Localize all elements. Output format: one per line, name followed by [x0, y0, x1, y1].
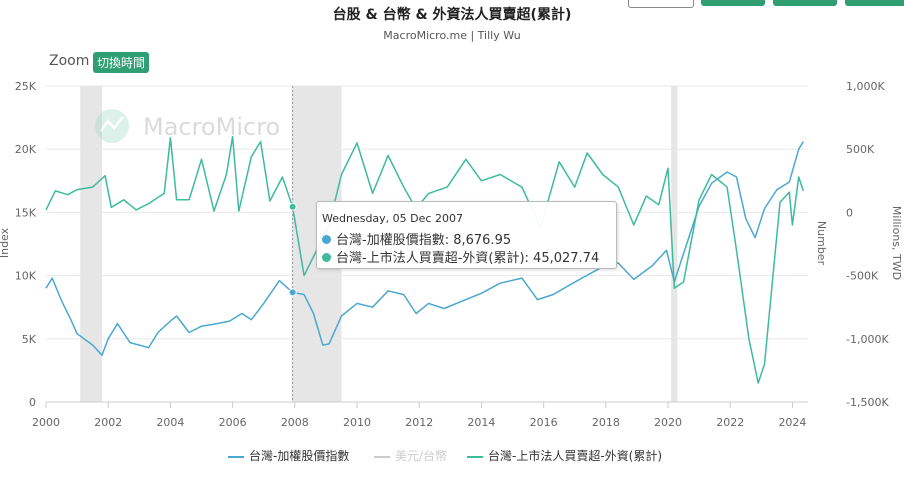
x-tick-label: 2008 — [281, 416, 309, 429]
legend-item-usdtwd[interactable]: 美元/台幣 — [374, 447, 447, 464]
x-tick-label: 2010 — [343, 416, 371, 429]
tooltip-dot-index — [322, 235, 331, 244]
right-axis-ticks: -1,500K -1,000K -500K 0 500K 1,000K — [846, 80, 889, 409]
left-tick-label: 20K — [15, 143, 37, 156]
left-tick-label: 10K — [15, 270, 37, 283]
right-tick-label: 0 — [846, 206, 853, 219]
chart-title: 台股 & 台幣 & 外資法人買賣超(累計) — [332, 7, 572, 23]
tooltip-point-index — [288, 288, 297, 297]
x-tick-label: 2014 — [467, 416, 495, 429]
left-tick-label: 15K — [15, 206, 37, 219]
switch-time-button[interactable]: 切換時間 — [93, 52, 150, 73]
legend-label-index: 台灣-加權股價指數 — [249, 449, 350, 463]
x-tick-label: 2012 — [405, 416, 433, 429]
x-tick-label: 2000 — [32, 416, 60, 429]
tooltip-row-index: 台灣-加權股價指數: 8,676.95 — [322, 229, 511, 248]
right-tick-label: -1,000K — [846, 333, 889, 346]
legend-label-usdtwd: 美元/台幣 — [395, 449, 448, 463]
left-axis-ticks: 0 5K 10K 15K 20K 25K — [15, 80, 37, 409]
x-tick-label: 2002 — [94, 416, 122, 429]
right-axis-label-millions: Millions, TWD — [890, 206, 903, 280]
x-tick-label: 2022 — [716, 416, 744, 429]
chart-subtitle: MacroMicro.me | Tilly Wu — [383, 29, 521, 42]
tooltip-row-foreign: 台灣-上市法人買賣超-外資(累計): 45,027.74 — [322, 247, 599, 266]
right-tick-label: 500K — [846, 143, 875, 156]
tooltip-series-foreign: 台灣-上市法人買賣超-外資(累計) — [336, 251, 525, 266]
series-lines — [45, 135, 805, 384]
right-tick-label: 1,000K — [846, 80, 885, 93]
x-tick-label: 2016 — [530, 416, 558, 429]
tooltip-value-foreign: 45,027.74 — [533, 251, 600, 266]
tooltip-dot-foreign — [322, 253, 331, 262]
watermark-logo-icon — [95, 109, 129, 143]
x-tick-label: 2024 — [778, 416, 806, 429]
x-axis-ticks: 2000 2002 2004 2006 2008 2010 2012 2014 2016 2018… — [32, 401, 808, 429]
left-tick-label: 5K — [22, 333, 37, 346]
top-action-button-4[interactable] — [845, 0, 904, 6]
right-tick-label: -1,500K — [846, 396, 889, 409]
tooltip-date: Wednesday, 05 Dec 2007 — [322, 212, 463, 225]
legend-swatch-index — [228, 455, 244, 458]
tooltip: Wednesday, 05 Dec 2007 台灣-加權股價指數: 8,676.… — [316, 201, 617, 269]
legend: 台灣-加權股價指數 美元/台幣 台灣-上市法人買賣超-外資(累計) — [0, 447, 904, 463]
left-axis-label: Index — [0, 227, 11, 258]
watermark: MacroMicro — [95, 109, 280, 143]
series-line-2 — [45, 135, 805, 384]
right-axis-label-number: Number — [815, 221, 828, 266]
watermark-logo-mark — [99, 116, 124, 132]
right-tick-label: -500K — [846, 270, 879, 283]
tooltip-point-foreign — [288, 202, 297, 211]
left-tick-label: 25K — [15, 80, 37, 93]
legend-swatch-foreign — [467, 455, 483, 458]
tooltip-series-index: 台灣-加權股價指數 — [336, 233, 445, 248]
tooltip-value-index: 8,676.95 — [453, 233, 512, 248]
top-action-button-1[interactable] — [628, 0, 694, 8]
recession-band-2 — [671, 86, 678, 402]
legend-item-index[interactable]: 台灣-加權股價指數 — [228, 447, 349, 464]
legend-swatch-usdtwd — [374, 455, 390, 458]
top-action-button-2[interactable] — [701, 0, 765, 6]
recession-band-0 — [80, 86, 102, 402]
watermark-text: MacroMicro — [143, 113, 280, 141]
legend-item-foreign[interactable]: 台灣-上市法人買賣超-外資(累計) — [467, 447, 662, 464]
legend-label-foreign: 台灣-上市法人買賣超-外資(累計) — [488, 449, 663, 463]
zoom-label: Zoom — [49, 53, 90, 69]
x-tick-label: 2020 — [654, 416, 682, 429]
x-tick-label: 2004 — [156, 416, 184, 429]
x-tick-label: 2006 — [219, 416, 247, 429]
x-tick-label: 2018 — [592, 416, 620, 429]
left-tick-label: 0 — [29, 396, 36, 409]
top-action-button-3[interactable] — [773, 0, 837, 6]
